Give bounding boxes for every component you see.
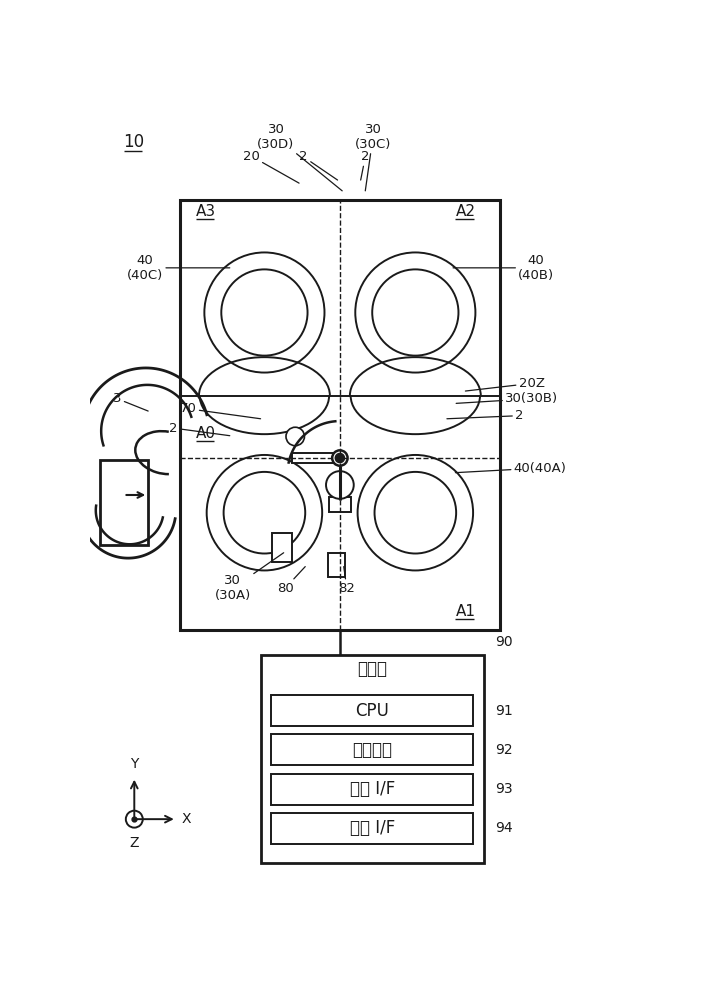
Text: Z: Z [129, 836, 139, 850]
Bar [271, 734, 473, 765]
Bar [329, 497, 351, 512]
Text: A0: A0 [196, 426, 216, 441]
Bar [101, 460, 148, 545]
Text: 20: 20 [243, 150, 299, 183]
Text: 40(40A): 40(40A) [456, 462, 567, 475]
Text: 2: 2 [299, 150, 337, 180]
Text: 30
(30A): 30 (30A) [214, 553, 284, 602]
Bar [292, 453, 340, 463]
Text: X: X [182, 812, 191, 826]
Circle shape [286, 427, 304, 446]
Text: 30(30B): 30(30B) [456, 392, 558, 405]
Text: 70: 70 [180, 402, 261, 419]
Text: 90: 90 [495, 635, 512, 649]
Bar [261, 655, 484, 863]
Text: 3: 3 [113, 392, 148, 411]
Text: 输入 I/F: 输入 I/F [349, 780, 395, 798]
Bar [328, 553, 345, 577]
Text: 20Z: 20Z [465, 377, 545, 391]
Text: A1: A1 [456, 604, 475, 619]
Text: A2: A2 [456, 204, 475, 219]
Text: 2: 2 [447, 409, 524, 422]
Text: 30
(30C): 30 (30C) [355, 123, 391, 191]
Circle shape [335, 453, 344, 463]
Text: 80: 80 [277, 567, 305, 595]
Text: 94: 94 [495, 821, 512, 835]
Bar [272, 533, 292, 562]
Circle shape [326, 471, 354, 499]
Text: 40
(40C): 40 (40C) [127, 254, 230, 282]
Text: 存储介质: 存储介质 [352, 741, 392, 759]
Text: 92: 92 [495, 743, 512, 757]
Circle shape [126, 811, 143, 828]
Text: 91: 91 [495, 704, 512, 718]
Text: 93: 93 [495, 782, 512, 796]
Text: 控制部: 控制部 [357, 660, 387, 678]
Text: 10: 10 [124, 133, 145, 151]
Text: 2: 2 [361, 150, 370, 180]
Bar [271, 813, 473, 844]
Circle shape [333, 450, 347, 466]
Text: 82: 82 [338, 567, 355, 595]
Text: A3: A3 [196, 204, 216, 219]
Text: CPU: CPU [355, 702, 389, 720]
Bar [271, 774, 473, 805]
Bar [181, 200, 500, 630]
Bar [271, 695, 473, 726]
Text: Y: Y [130, 757, 138, 771]
Text: 40
(40B): 40 (40B) [453, 254, 554, 282]
Text: 2: 2 [169, 422, 230, 436]
Text: 30
(30D): 30 (30D) [257, 123, 342, 191]
Text: 输出 I/F: 输出 I/F [349, 819, 395, 837]
